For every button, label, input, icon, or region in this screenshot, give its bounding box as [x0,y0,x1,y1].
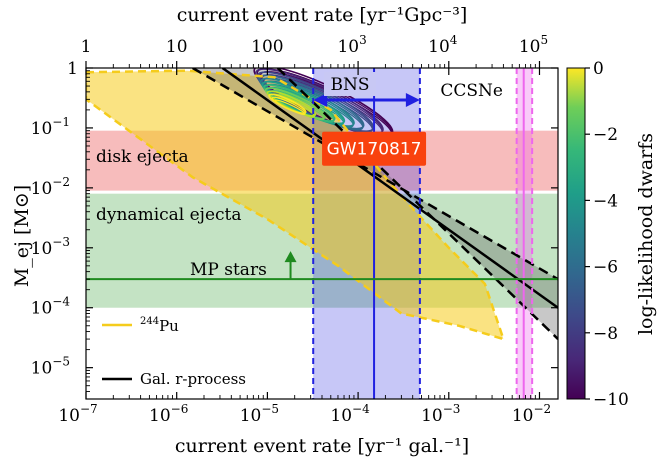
bns-label-bg [324,72,376,96]
colorbar [566,67,586,400]
legend-pu244-name: Pu [159,317,179,335]
legend: 244Pu Gal. r-process [102,316,246,388]
x-tick-label: 10−5 [240,402,279,426]
colorbar-tick-label: −6 [593,258,618,278]
pu244-region [86,70,504,340]
top-tick-label: 10 [166,37,188,57]
legend-rprocess-label: Gal. r-process [140,370,246,388]
top-axis-title: current event rate [yr⁻¹Gpc⁻³] [177,4,468,26]
colorbar-tick-label: −2 [593,125,618,145]
y-tick-label: 10−4 [31,295,71,319]
y-tick-label: 10−2 [31,175,70,199]
x-tick-label: 10−4 [330,402,370,426]
colorbar-ticks: 0 −2 −4 −6 −8 −10 [585,59,629,410]
colorbar-title: log-likelihood dwarfs [635,133,657,335]
bns-arrow-head-right [405,93,420,107]
likelihood-contour [274,99,306,116]
top-tick-label: 104 [428,33,458,57]
mp-stars-arrow-head [284,251,297,263]
rprocess-upper-line [192,68,558,281]
y-axis-title: M_ej [M⊙] [11,185,33,287]
mp-stars-label: MP stars [190,260,267,280]
legend-pu244-label: 244Pu [140,316,179,335]
rprocess-lower-line [276,68,558,340]
y-tick-label: 10−3 [31,235,70,259]
bns-label: BNS [330,75,369,95]
y-tick-label: 10−5 [31,355,70,379]
y-tick-label: 1 [67,59,78,79]
x-tick-label: 10−7 [58,402,97,426]
y-tick-label: 10−1 [31,115,70,139]
bottom-axis-title: current event rate [yr⁻¹ gal.⁻¹] [175,435,469,457]
x-tick-label: 10−2 [512,402,551,426]
x-tick-label: 10−3 [421,402,460,426]
dynamical-ejecta-label: dynamical ejecta [96,205,242,225]
colorbar-tick-label: −10 [593,390,629,410]
top-tick-label: 105 [519,33,548,57]
top-tick-label: 103 [337,33,366,57]
disk-ejecta-label: disk ejecta [96,147,189,167]
bns-arrow-head-left [313,93,328,107]
colorbar-tick-label: −8 [593,324,618,344]
gw170817-label: GW170817 [327,140,422,160]
axis-tick-labels: 10−7 10−6 10−5 10−4 10−3 10−2 1 10 100 103 104 105 1… [31,33,552,426]
gw170817-marker [322,131,427,166]
axis-ticks [85,61,558,400]
colorbar-tick-label: 0 [593,59,604,79]
rprocess-central-line [221,68,558,309]
top-tick-label: 100 [251,37,283,57]
colorbar-tick-label: −4 [593,191,618,211]
top-tick-label: 1 [81,37,92,57]
legend-pu244-superscript: 244 [140,316,159,327]
ccsne-label: CCSNe [440,81,503,101]
x-tick-label: 10−6 [149,402,188,426]
